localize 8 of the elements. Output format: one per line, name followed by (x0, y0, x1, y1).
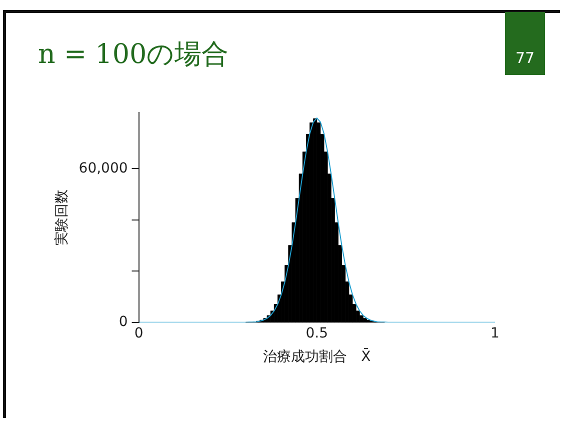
x-tick-label: 0 (134, 325, 144, 342)
chart-title: n = 100の場合 (38, 38, 229, 72)
y-tick-label: 60,000 (78, 160, 128, 176)
x-axis-title: 治療成功割合 X̄ (263, 348, 372, 366)
page-number-box: 77 (505, 12, 545, 75)
x-tick-label: 1 (490, 325, 500, 342)
y-axis-title: 実験回数 (54, 189, 70, 246)
x-tick-label: 0.5 (306, 325, 328, 342)
